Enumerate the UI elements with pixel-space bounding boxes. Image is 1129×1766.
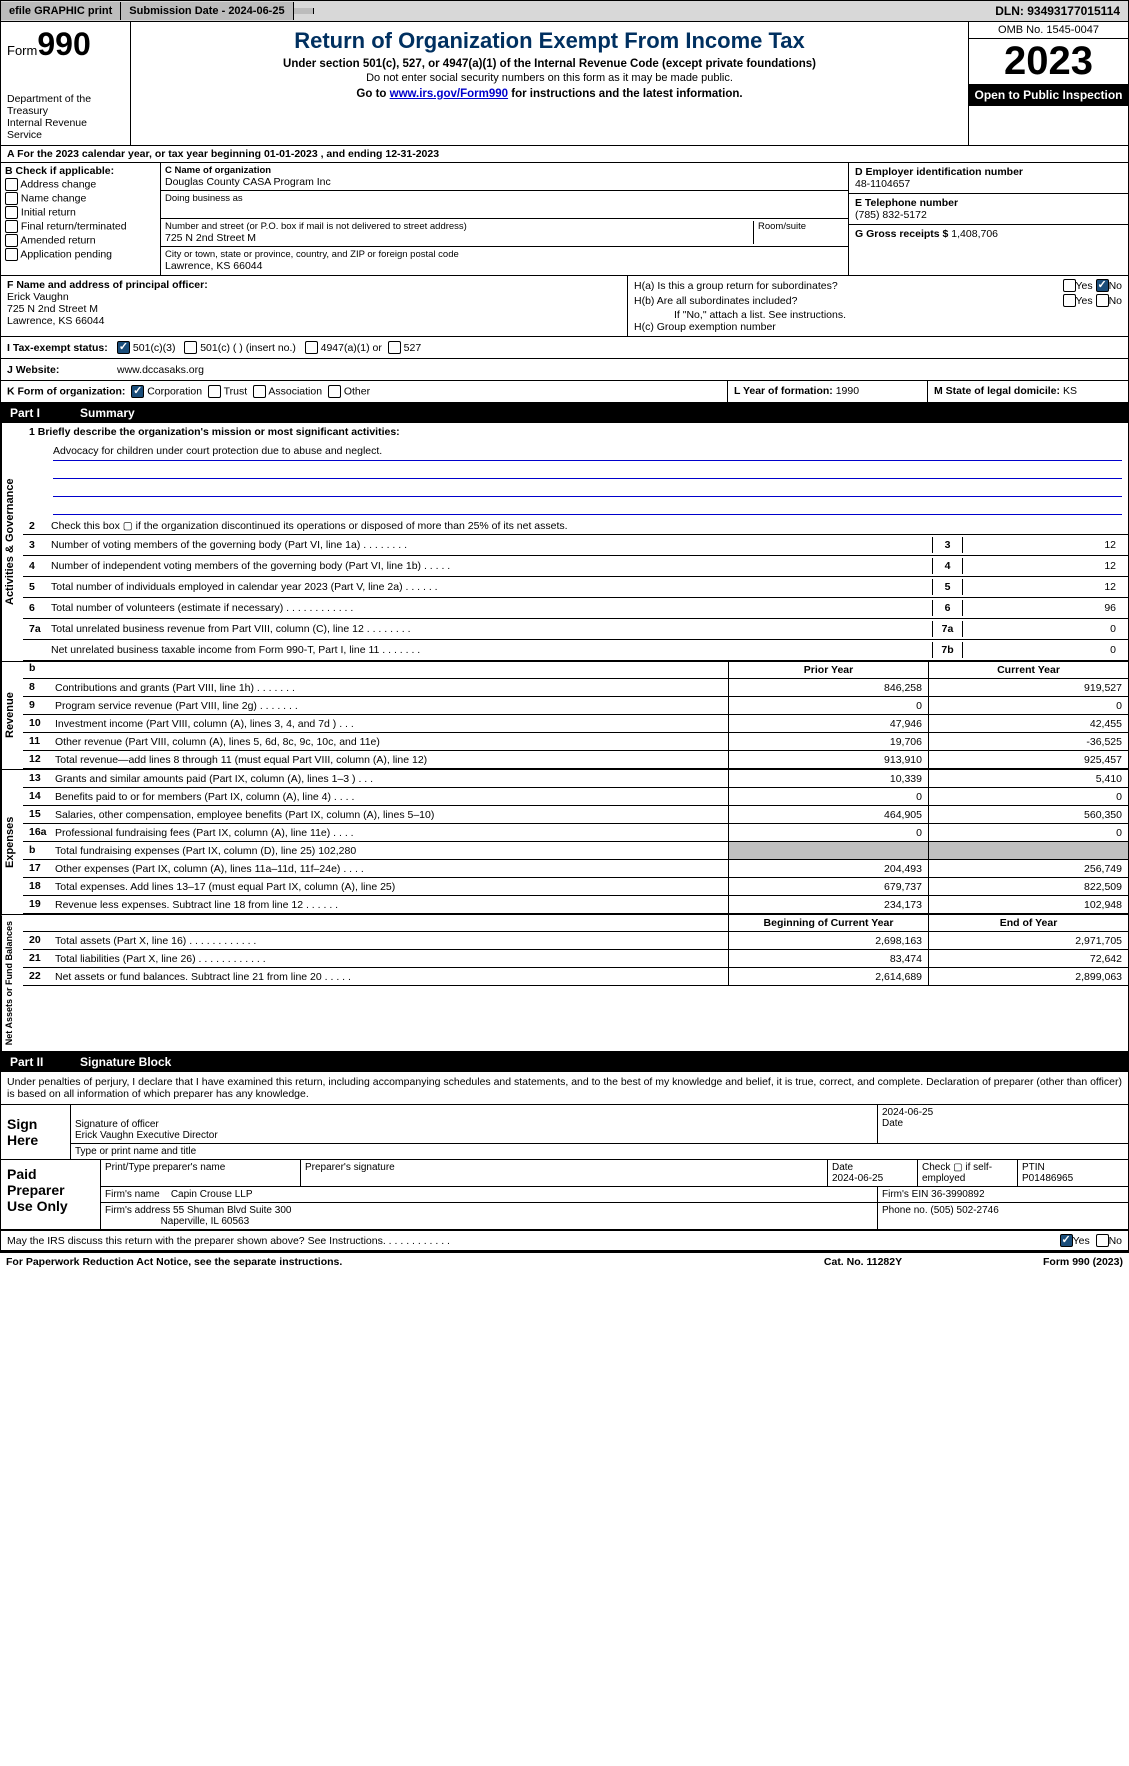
mission-label: 1 Briefly describe the organization's mi…: [29, 426, 400, 438]
gov-line: 2Check this box ▢ if the organization di…: [23, 517, 1128, 535]
topbar-spacer: [294, 8, 314, 14]
mission-text: Advocacy for children under court protec…: [53, 445, 1122, 461]
org-name-row: C Name of organization Douglas County CA…: [161, 163, 848, 191]
calendar-year-line: A For the 2023 calendar year, or tax yea…: [0, 146, 1129, 163]
gross-label: G Gross receipts $: [855, 228, 951, 240]
omb-number: OMB No. 1545-0047: [969, 22, 1128, 39]
website-value: www.dccasaks.org: [117, 364, 204, 376]
phone-value: (785) 832-5172: [855, 209, 1122, 221]
topbar: efile GRAPHIC print Submission Date - 20…: [0, 0, 1129, 22]
ck-address-change[interactable]: Address change: [20, 178, 96, 190]
box-h: H(a) Is this a group return for subordin…: [628, 276, 1128, 336]
footer-row: For Paperwork Reduction Act Notice, see …: [0, 1251, 1129, 1271]
irs-link[interactable]: www.irs.gov/Form990: [390, 88, 508, 100]
data-line: 21Total liabilities (Part X, line 26) . …: [23, 950, 1128, 968]
sign-here-label: Sign Here: [1, 1105, 71, 1159]
form-header: Form990 Department of the Treasury Inter…: [0, 22, 1129, 146]
form-subtitle-2: Do not enter social security numbers on …: [139, 72, 960, 84]
box-i-row: I Tax-exempt status: ✓ 501(c)(3) 501(c) …: [0, 337, 1129, 359]
data-line: 14Benefits paid to or for members (Part …: [23, 788, 1128, 806]
col-beg-year: Beginning of Current Year: [728, 915, 928, 931]
open-inspection: Open to Public Inspection: [969, 84, 1128, 106]
data-line: 11Other revenue (Part VIII, column (A), …: [23, 733, 1128, 751]
data-line: 13Grants and similar amounts paid (Part …: [23, 770, 1128, 788]
part2-header: Part IISignature Block: [0, 1052, 1129, 1072]
form-title: Return of Organization Exempt From Incom…: [139, 28, 960, 54]
gov-line: 4Number of independent voting members of…: [23, 556, 1128, 577]
tax-year: 2023: [969, 39, 1128, 84]
data-line: 20Total assets (Part X, line 16) . . . .…: [23, 932, 1128, 950]
submission-date: Submission Date - 2024-06-25: [121, 2, 293, 20]
data-line: bTotal fundraising expenses (Part IX, co…: [23, 842, 1128, 860]
paid-preparer-label: Paid Preparer Use Only: [1, 1160, 101, 1229]
box-klm-row: K Form of organization: ✓ Corporation Tr…: [0, 381, 1129, 403]
form-subtitle-1: Under section 501(c), 527, or 4947(a)(1)…: [139, 58, 960, 70]
part1-header: Part ISummary: [0, 403, 1129, 423]
entity-block: B Check if applicable: Address change Na…: [0, 163, 1129, 276]
dln: DLN: 93493177015114: [995, 4, 1128, 18]
form-subtitle-3: Go to www.irs.gov/Form990 for instructio…: [139, 88, 960, 100]
form-number: 990: [37, 26, 90, 62]
gov-line: 5Total number of individuals employed in…: [23, 577, 1128, 598]
tab-revenue: Revenue: [1, 662, 23, 769]
data-line: 12Total revenue—add lines 8 through 11 (…: [23, 751, 1128, 769]
efile-print-btn[interactable]: efile GRAPHIC print: [1, 2, 121, 20]
data-line: 10Investment income (Part VIII, column (…: [23, 715, 1128, 733]
ck-amended[interactable]: Amended return: [20, 234, 95, 246]
box-j-row: J Website: www.dccasaks.org: [0, 359, 1129, 381]
perjury-declaration: Under penalties of perjury, I declare th…: [1, 1072, 1128, 1105]
gov-line: 3Number of voting members of the governi…: [23, 535, 1128, 556]
data-line: 19Revenue less expenses. Subtract line 1…: [23, 896, 1128, 914]
gov-line: Net unrelated business taxable income fr…: [23, 640, 1128, 661]
dept-treasury: Department of the Treasury Internal Reve…: [7, 93, 124, 141]
form-word: Form: [7, 43, 37, 58]
phone-label: E Telephone number: [855, 197, 1122, 209]
data-line: 8Contributions and grants (Part VIII, li…: [23, 679, 1128, 697]
tab-governance: Activities & Governance: [1, 423, 23, 661]
box-f: F Name and address of principal officer:…: [1, 276, 628, 336]
col-end-year: End of Year: [928, 915, 1128, 931]
data-line: 17Other expenses (Part IX, column (A), l…: [23, 860, 1128, 878]
org-name: Douglas County CASA Program Inc: [165, 176, 844, 188]
data-line: 22Net assets or fund balances. Subtract …: [23, 968, 1128, 986]
data-line: 16aProfessional fundraising fees (Part I…: [23, 824, 1128, 842]
tab-net-assets: Net Assets or Fund Balances: [1, 915, 23, 1051]
data-line: 18Total expenses. Add lines 13–17 (must …: [23, 878, 1128, 896]
dba-row: Doing business as: [161, 191, 848, 219]
gov-line: 7aTotal unrelated business revenue from …: [23, 619, 1128, 640]
data-line: 9Program service revenue (Part VIII, lin…: [23, 697, 1128, 715]
city-row: City or town, state or province, country…: [161, 247, 848, 275]
col-current-year: Current Year: [928, 662, 1128, 678]
data-line: 15Salaries, other compensation, employee…: [23, 806, 1128, 824]
gov-line: 6Total number of volunteers (estimate if…: [23, 598, 1128, 619]
ein-value: 48-1104657: [855, 178, 1122, 190]
ein-label: D Employer identification number: [855, 166, 1122, 178]
address-row: Number and street (or P.O. box if mail i…: [161, 219, 848, 247]
irs-discuss-row: May the IRS discuss this return with the…: [0, 1230, 1129, 1251]
box-b-label: B Check if applicable:: [5, 165, 156, 177]
tab-expenses: Expenses: [1, 770, 23, 914]
ck-name-change[interactable]: Name change: [21, 192, 86, 204]
ck-app-pending[interactable]: Application pending: [20, 248, 112, 260]
gross-value: 1,408,706: [951, 228, 998, 240]
ck-initial-return[interactable]: Initial return: [21, 206, 76, 218]
ck-final-return[interactable]: Final return/terminated: [21, 220, 127, 232]
col-prior-year: Prior Year: [728, 662, 928, 678]
